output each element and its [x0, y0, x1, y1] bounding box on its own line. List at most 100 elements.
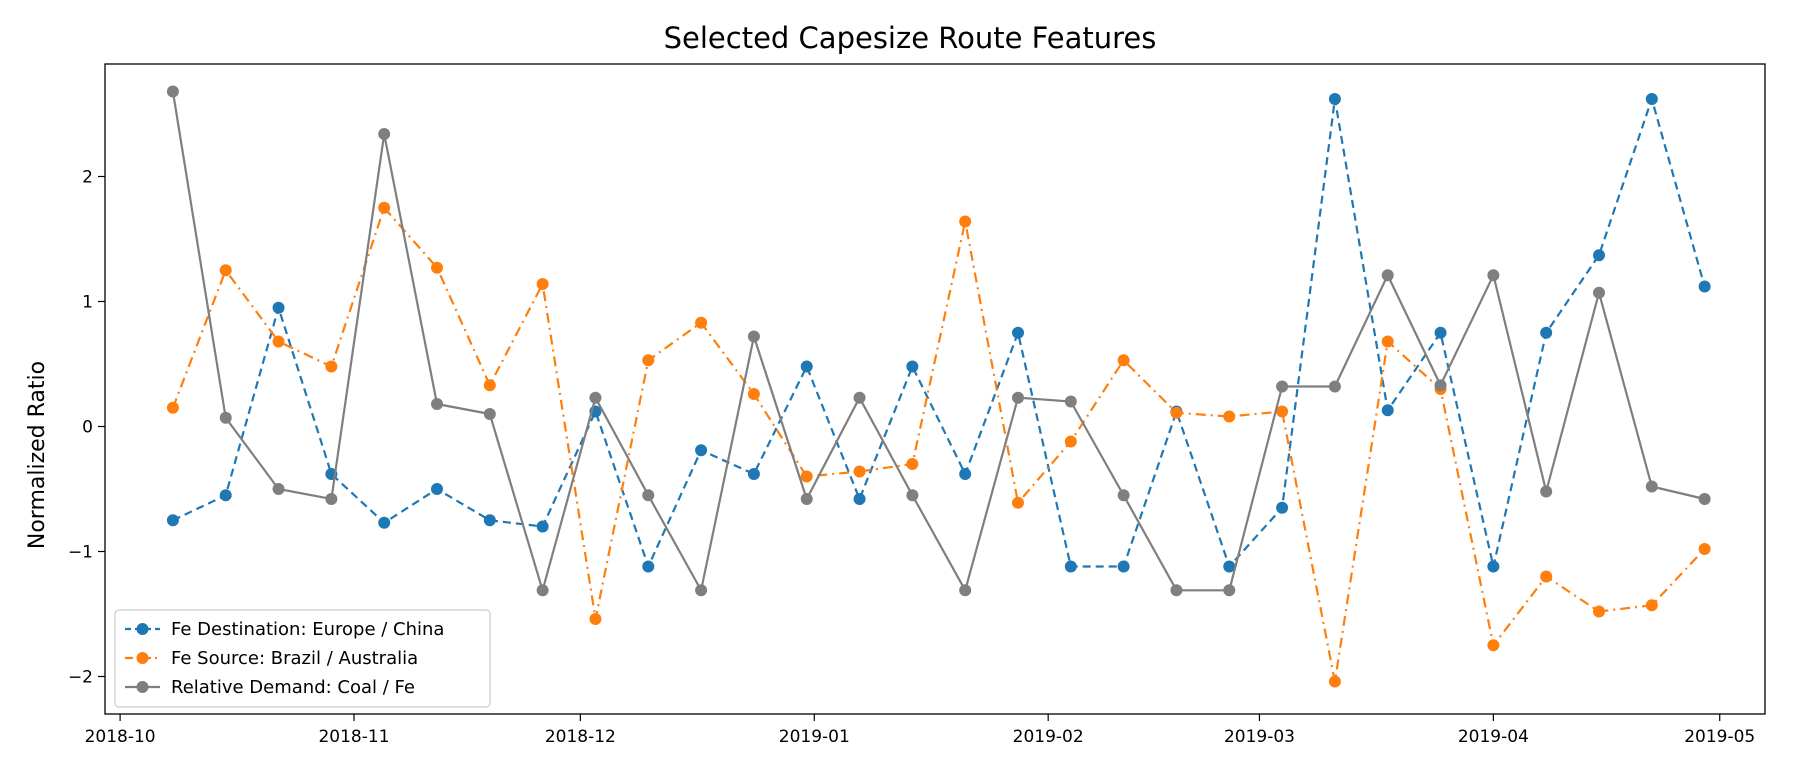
data-point: [272, 301, 285, 314]
data-point: [431, 261, 443, 274]
data-point: [853, 493, 866, 505]
data-point: [431, 483, 443, 495]
data-point: [1593, 605, 1605, 618]
series-1: [166, 201, 1711, 688]
data-point: [1328, 675, 1341, 688]
y-axis-label: Normalized Ratio: [25, 361, 50, 549]
data-point: [536, 584, 549, 597]
data-point: [642, 560, 655, 573]
data-point: [219, 411, 232, 424]
legend: Fe Destination: Europe / China Fe Source:…: [114, 609, 491, 708]
y-tick-label: 2: [82, 168, 93, 188]
data-point: [906, 489, 919, 502]
data-point: [589, 391, 602, 404]
y-tick-label: −2: [68, 668, 93, 688]
data-point: [166, 401, 179, 414]
data-point: [219, 489, 232, 502]
data-point: [589, 613, 602, 625]
data-point: [800, 360, 813, 373]
series-line: [171, 91, 1705, 595]
data-point: [1487, 639, 1500, 652]
data-point: [1170, 406, 1183, 419]
data-point: [378, 201, 391, 214]
series-line: [171, 205, 1706, 682]
plot-area: [104, 63, 1766, 715]
data-point: [1645, 480, 1658, 493]
data-point: [1170, 584, 1183, 597]
data-point: [1276, 501, 1289, 514]
data-point: [853, 465, 866, 478]
data-point: [1487, 560, 1500, 573]
data-point: [325, 360, 338, 373]
data-point: [800, 493, 813, 505]
data-point: [431, 398, 443, 410]
data-point: [959, 584, 972, 597]
data-point: [483, 514, 496, 527]
x-tick-label: 2018-10: [85, 727, 156, 747]
data-point: [1328, 380, 1341, 393]
data-point: [1698, 543, 1711, 555]
legend-box: [114, 609, 491, 708]
legend-label: Fe Source: Brazil / Australia: [171, 648, 418, 669]
data-point: [272, 335, 285, 348]
data-point: [695, 584, 708, 597]
data-point: [378, 516, 391, 529]
y-tick-label: −1: [68, 543, 93, 563]
data-point: [695, 316, 708, 329]
y-tick-label: 1: [82, 293, 93, 313]
data-point: [1012, 496, 1024, 509]
data-point: [1540, 326, 1553, 339]
data-point: [1012, 326, 1024, 339]
x-tick-label: 2019-04: [1458, 727, 1529, 747]
legend-entry: Fe Source: Brazil / Australia: [125, 648, 418, 669]
x-tick-label: 2019-02: [1013, 727, 1084, 747]
legend-label: Relative Demand: Coal / Fe: [171, 677, 415, 698]
data-point: [1434, 326, 1447, 339]
axes-ticks: 2018-10 2018-11 2018-12 2019-01 2019-02 2019-…: [68, 168, 1755, 748]
data-point: [1117, 354, 1130, 367]
legend-entry: Relative Demand: Coal / Fe: [125, 677, 415, 698]
data-point: [1223, 584, 1236, 597]
x-tick-label: 2019-03: [1224, 727, 1295, 747]
data-point: [1381, 269, 1394, 282]
data-point: [166, 85, 179, 98]
y-tick-label: 0: [82, 418, 93, 438]
data-point: [483, 408, 496, 420]
x-tick-label: 2018-11: [318, 727, 389, 747]
data-point: [1223, 410, 1236, 423]
data-point: [1698, 280, 1711, 293]
chart-title: Selected Capesize Route Features: [664, 21, 1157, 55]
legend-marker: [136, 652, 149, 664]
legend-entry: Fe Destination: Europe / China: [125, 619, 444, 640]
data-point: [1540, 570, 1553, 583]
data-point: [1645, 93, 1658, 105]
data-point: [800, 470, 813, 483]
data-point: [1381, 404, 1394, 417]
data-point: [906, 360, 919, 373]
data-point: [1064, 395, 1077, 408]
data-point: [378, 128, 391, 140]
data-point: [1593, 286, 1605, 299]
data-point: [747, 330, 760, 343]
data-point: [1540, 485, 1553, 498]
data-point: [1434, 379, 1447, 392]
data-point: [747, 468, 760, 480]
data-point: [642, 489, 655, 502]
data-point: [1117, 560, 1130, 573]
series-layer: [166, 85, 1711, 688]
data-point: [166, 514, 179, 527]
data-point: [1064, 560, 1077, 573]
legend-marker: [136, 623, 149, 635]
data-point: [536, 520, 549, 533]
data-point: [219, 264, 232, 277]
x-tick-label: 2018-12: [545, 727, 616, 747]
data-point: [695, 444, 708, 457]
x-tick-label: 2019-01: [779, 727, 850, 747]
data-point: [1487, 269, 1500, 282]
data-point: [1328, 93, 1341, 105]
data-point: [1117, 489, 1130, 502]
data-point: [325, 493, 338, 505]
legend-marker: [136, 681, 149, 693]
data-point: [642, 354, 655, 367]
